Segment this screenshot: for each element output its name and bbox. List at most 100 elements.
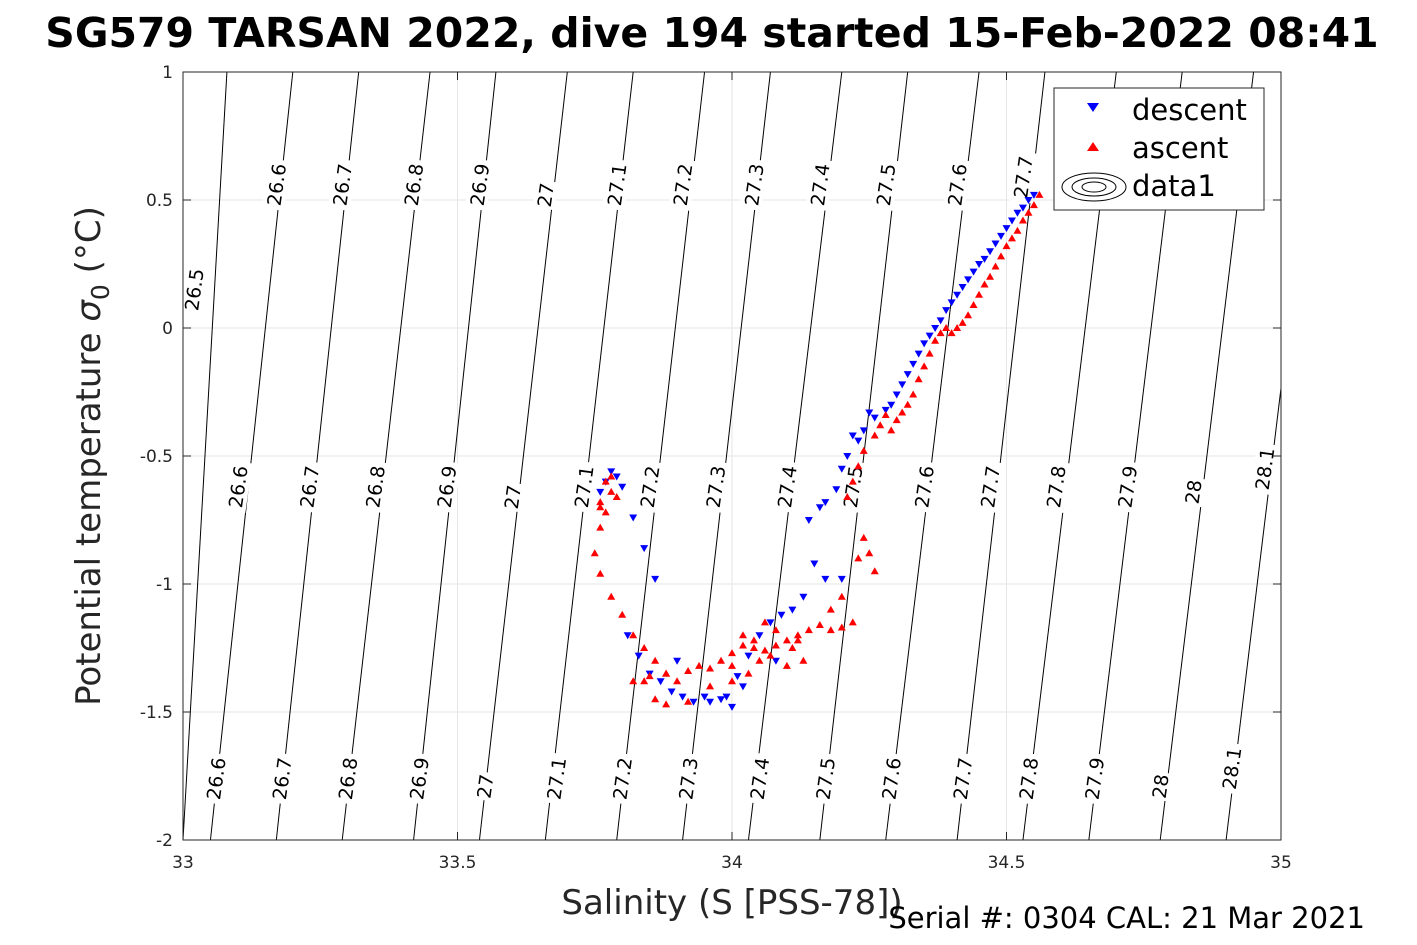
y-tick-label: -1	[156, 575, 173, 595]
legend-data1-contour-icon	[1061, 172, 1127, 202]
ascent-point	[876, 421, 885, 429]
ascent-point	[815, 620, 824, 628]
ascent-point	[673, 677, 682, 685]
ascent-point	[848, 618, 857, 626]
ascent-point	[695, 661, 704, 669]
y-axis-label-main: Potential temperature	[69, 322, 109, 706]
ascent-point	[1024, 208, 1033, 216]
descent-point	[936, 317, 945, 325]
ascent-point	[865, 549, 874, 557]
ascent-point	[612, 492, 621, 500]
descent-point	[596, 488, 605, 496]
ascent-point	[1007, 234, 1016, 242]
descent-point	[618, 483, 627, 491]
contour-label: 27.6	[876, 752, 906, 805]
ascent-point	[766, 651, 775, 659]
descent-point	[848, 432, 857, 440]
descent-point	[755, 632, 764, 640]
descent-point	[953, 291, 962, 299]
descent-point	[766, 619, 775, 627]
descent-point	[909, 360, 918, 368]
ascent-point	[640, 644, 649, 651]
descent-point	[815, 504, 824, 512]
descent-point	[629, 514, 638, 522]
ascent-point	[1029, 201, 1038, 209]
ascent-point	[848, 477, 857, 485]
ascent-point	[1013, 226, 1022, 234]
ascent-point	[859, 446, 868, 454]
descent-point	[964, 276, 973, 284]
contour-label: 28.1	[1250, 442, 1279, 496]
descent-point	[689, 698, 698, 706]
legend-ascent-marker	[1087, 142, 1099, 151]
y-axis-ticks: -2 -1.5 -1 -0.5 0 0.5 1	[140, 63, 1281, 851]
ascent-point	[596, 523, 605, 531]
ascent-point	[826, 626, 835, 634]
descent-point	[837, 465, 846, 473]
ascent-point	[601, 477, 610, 485]
ascent-point	[909, 390, 918, 398]
ascent-point	[997, 252, 1006, 260]
ascent-point	[749, 636, 758, 644]
descent-point	[969, 268, 978, 276]
descent-point	[903, 371, 912, 379]
ascent-point	[744, 669, 753, 677]
ascent-point	[607, 592, 616, 600]
descent-point	[1029, 191, 1038, 199]
descent-point	[634, 652, 643, 660]
ascent-point	[975, 290, 984, 298]
ascent-point	[925, 349, 934, 357]
descent-point	[678, 693, 687, 701]
ascent-point	[903, 400, 912, 408]
descent-point	[722, 693, 731, 701]
descent-point	[898, 381, 907, 389]
ascent-point	[607, 472, 616, 480]
contour-label-text: 27	[473, 773, 498, 800]
descent-point	[980, 255, 989, 263]
descent-point	[738, 683, 747, 691]
y-tick-label: 0.5	[146, 191, 173, 211]
ascent-point	[892, 416, 901, 424]
descent-point	[744, 652, 753, 660]
descent-point	[810, 560, 819, 568]
ascent-point	[684, 697, 693, 705]
descent-point	[865, 409, 874, 417]
ascent-point	[942, 324, 951, 331]
ascent-point	[870, 431, 879, 439]
ascent-point	[881, 411, 890, 419]
descent-point	[771, 657, 780, 665]
contour-label: 28	[1180, 476, 1207, 508]
descent-point	[925, 332, 934, 340]
ascent-point	[760, 618, 769, 626]
ascent-point	[755, 656, 764, 664]
descent-point	[832, 486, 841, 494]
descent-point	[986, 248, 995, 256]
chart-title: SG579 TARSAN 2022, dive 194 started 15-F…	[45, 9, 1378, 57]
density-contour-labels: 26.526.6 26.7 26.8 26.9 27 27.1 27.2 27.3 27.4 27…	[179, 150, 1279, 805]
ascent-point	[596, 498, 605, 506]
descent-point	[1024, 197, 1033, 204]
descent-point	[607, 468, 616, 476]
descent-point	[881, 406, 890, 414]
descent-point	[931, 325, 940, 332]
x-axis-ticks: 33 33.5 34 34.5 35	[172, 72, 1292, 873]
legend-descent-label: descent	[1132, 93, 1247, 127]
contour-label-text: 28	[1182, 478, 1207, 505]
ascent-point	[826, 605, 835, 613]
y-tick-label: -1.5	[140, 703, 173, 723]
ascent-point	[843, 492, 852, 500]
ascent-point	[898, 408, 907, 416]
ascent-point	[662, 700, 671, 708]
ascent-point	[799, 656, 808, 664]
descent-point	[947, 299, 956, 307]
y-axis-label: Potential temperature σ0 (°C)	[69, 206, 115, 706]
ascent-point	[1018, 216, 1027, 224]
x-tick-label: 34	[721, 853, 743, 873]
descent-point	[717, 696, 726, 704]
legend-data1-label: data1	[1132, 169, 1216, 203]
contour-label: 27.7	[975, 460, 1005, 514]
descent-point	[777, 611, 786, 619]
ascent-point	[854, 554, 863, 562]
descent-point	[854, 437, 863, 445]
ascent-point	[920, 362, 929, 370]
